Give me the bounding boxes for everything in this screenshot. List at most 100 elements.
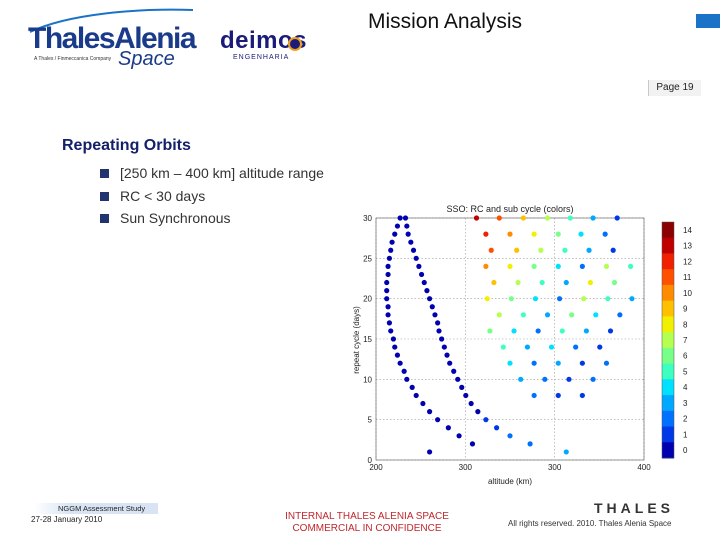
chart-point bbox=[385, 312, 391, 318]
colorbar-segment bbox=[662, 269, 674, 286]
chart-point bbox=[581, 296, 587, 302]
chart-point bbox=[579, 392, 585, 399]
footer-copyright: All rights reserved. 2010. Thales Alenia… bbox=[508, 519, 672, 528]
colorbar-segment bbox=[662, 363, 674, 380]
thales-alenia-logo-space: Space bbox=[118, 48, 175, 70]
chart-point bbox=[562, 247, 568, 253]
chart-point bbox=[603, 263, 610, 269]
chart-points bbox=[384, 215, 635, 455]
chart-point bbox=[527, 441, 533, 447]
bullet-text: [250 km – 400 km] altitude range bbox=[120, 165, 324, 181]
corner-accent bbox=[696, 14, 720, 28]
chart-point bbox=[531, 263, 537, 269]
chart-ytick-label: 15 bbox=[363, 335, 372, 344]
chart-point bbox=[427, 449, 433, 455]
chart-point bbox=[494, 425, 500, 431]
chart-xtick-label: 400 bbox=[637, 463, 651, 472]
page-number: Page 19 bbox=[648, 80, 701, 96]
footer-study-name: NGGM Assessment Study bbox=[58, 504, 146, 513]
chart-point bbox=[573, 344, 579, 350]
colorbar-label: 2 bbox=[683, 415, 688, 424]
bullet-item: [250 km – 400 km] altitude range bbox=[100, 162, 324, 185]
colorbar-segment bbox=[662, 442, 674, 459]
chart-point bbox=[579, 360, 585, 366]
chart-point bbox=[563, 279, 569, 286]
chart-point bbox=[444, 352, 450, 358]
chart-point bbox=[555, 231, 561, 237]
colorbar-label: 13 bbox=[683, 242, 692, 251]
chart-xtick-label: 300 bbox=[459, 463, 473, 472]
chart-point bbox=[491, 279, 497, 286]
colorbar-label: 0 bbox=[683, 446, 688, 455]
chart-point bbox=[607, 328, 614, 334]
chart-point bbox=[473, 215, 480, 221]
deimos-logo-dot-icon bbox=[288, 37, 302, 51]
chart-point bbox=[579, 263, 585, 269]
bullet-square-icon bbox=[100, 214, 109, 223]
chart-point bbox=[520, 215, 527, 221]
chart-point bbox=[567, 215, 573, 221]
page-title: Mission Analysis bbox=[367, 10, 523, 33]
bullet-item: RC < 30 days bbox=[100, 185, 324, 208]
chart-point bbox=[386, 255, 392, 261]
chart-point bbox=[385, 271, 391, 278]
chart-point bbox=[548, 344, 555, 350]
bullet-text: Sun Synchronous bbox=[120, 210, 231, 226]
chart-point bbox=[496, 215, 502, 221]
chart-point bbox=[447, 360, 453, 366]
chart-point bbox=[532, 296, 539, 302]
bullet-square-icon bbox=[100, 169, 109, 178]
chart-plot-frame bbox=[375, 217, 645, 461]
chart-point bbox=[500, 344, 506, 350]
chart-point bbox=[524, 344, 531, 350]
chart-point bbox=[435, 320, 441, 326]
chart-point bbox=[538, 247, 544, 253]
chart-point bbox=[559, 328, 565, 334]
chart-point bbox=[566, 376, 572, 382]
chart-point bbox=[511, 328, 517, 334]
chart-point bbox=[475, 409, 481, 415]
chart-ytick-label: 0 bbox=[368, 456, 373, 465]
chart-point bbox=[507, 433, 513, 439]
chart-point bbox=[392, 231, 398, 237]
chart-point bbox=[544, 215, 551, 221]
chart-point bbox=[614, 215, 620, 221]
colorbar-label: 7 bbox=[683, 336, 688, 345]
section-title: Repeating Orbits bbox=[62, 137, 191, 154]
chart-point bbox=[385, 263, 391, 269]
colorbar-segment bbox=[662, 237, 674, 254]
chart-point bbox=[418, 271, 425, 278]
chart-ytick-label: 25 bbox=[363, 254, 372, 263]
colorbar-label: 8 bbox=[683, 320, 688, 329]
chart-point bbox=[427, 409, 433, 415]
footer-confidentiality: INTERNAL THALES ALENIA SPACE COMMERCIAL … bbox=[262, 511, 472, 535]
deimos-logo-subtitle: ENGENHARIA bbox=[233, 54, 290, 61]
chart-point bbox=[488, 247, 494, 253]
chart-point bbox=[531, 392, 537, 399]
bullet-text: RC < 30 days bbox=[120, 187, 206, 204]
chart-point bbox=[468, 400, 474, 407]
chart-point bbox=[555, 263, 561, 269]
chart-point bbox=[384, 288, 390, 294]
chart-point bbox=[569, 312, 575, 318]
colorbar-segment bbox=[662, 426, 674, 443]
chart-point bbox=[384, 279, 390, 286]
chart-point bbox=[469, 441, 476, 447]
chart-point bbox=[555, 392, 561, 399]
colorbar-segment bbox=[662, 347, 674, 365]
chart-point bbox=[563, 449, 569, 455]
colorbar-segment bbox=[662, 253, 674, 270]
chart-point bbox=[455, 376, 461, 382]
chart-point bbox=[390, 336, 397, 342]
chart-ylabel: repeat cycle (days) bbox=[352, 306, 361, 374]
chart-point bbox=[439, 336, 445, 342]
chart-point bbox=[386, 320, 392, 326]
chart-xtick-label: 300 bbox=[548, 463, 562, 472]
chart-point bbox=[401, 368, 407, 374]
colorbar-segment bbox=[662, 379, 674, 396]
footer-date: 27-28 January 2010 bbox=[31, 515, 103, 524]
chart-point bbox=[593, 312, 599, 318]
chart-point bbox=[483, 231, 489, 237]
chart-point bbox=[413, 255, 419, 261]
colorbar-label: 12 bbox=[683, 257, 692, 266]
